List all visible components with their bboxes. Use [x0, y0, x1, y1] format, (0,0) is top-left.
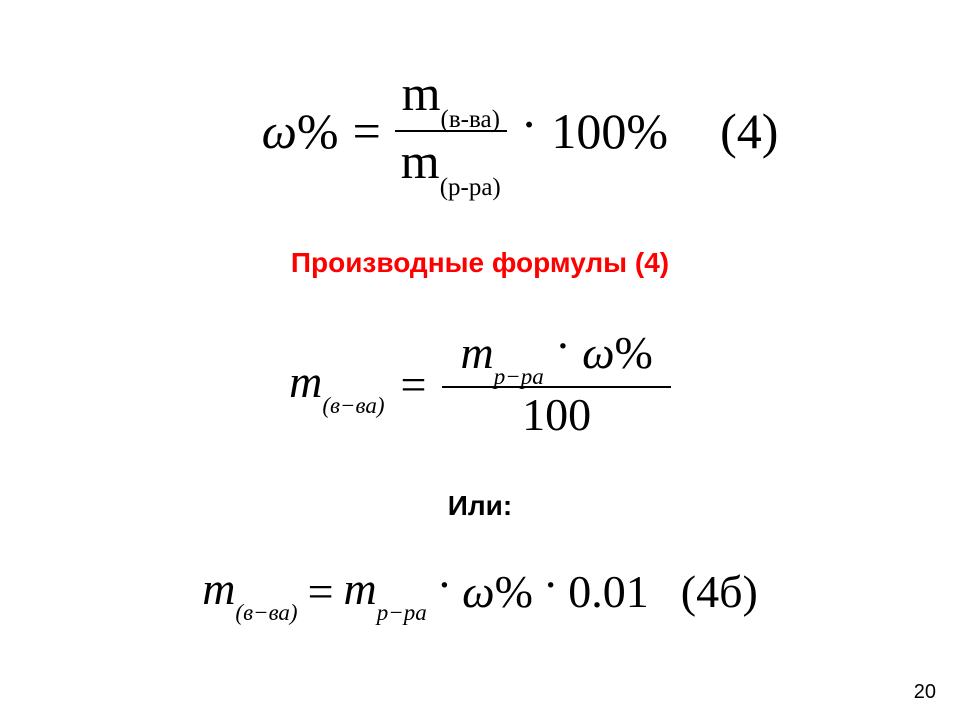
lhs-subscript: (в−ва) — [235, 600, 297, 625]
percent-sign: % — [615, 327, 653, 378]
page-number: 20 — [914, 681, 936, 704]
fraction-bar — [442, 386, 670, 388]
rhs-m: m — [344, 563, 377, 614]
derived-formulas-heading: Производные формулы (4) — [0, 247, 960, 279]
omega-symbol: ω — [262, 103, 297, 159]
formula-label: (4б) — [681, 565, 758, 618]
lhs-m: m — [289, 356, 322, 407]
denominator-subscript: (р-ра) — [440, 174, 501, 201]
numerator-m: m — [460, 327, 493, 378]
numerator-m: m — [402, 65, 441, 121]
multiply-dot: · — [543, 558, 558, 611]
or-label: Или: — [0, 490, 960, 522]
fraction: m(в-ва) m(р-ра) — [395, 68, 507, 194]
percent-sign: % — [495, 566, 533, 617]
hundred-percent: 100% — [551, 102, 668, 160]
lhs-m: m — [202, 563, 235, 614]
numerator-subscript: (в-ва) — [441, 106, 500, 133]
rhs-subscript: р−ра — [377, 600, 427, 625]
constant: 0.01 — [568, 565, 649, 618]
slide: ω% = m(в-ва) m(р-ра) ·100% (4) Производн… — [0, 0, 960, 720]
equals-sign: = — [308, 565, 334, 618]
fraction: mр−ра · ω% 100 — [442, 330, 670, 438]
denominator-m: m — [401, 133, 440, 189]
multiply-dot: · — [521, 95, 538, 153]
formula-4a: m(в−ва) = mр−ра · ω% 100 — [0, 330, 960, 438]
multiply-dot: · — [555, 320, 570, 371]
formula-label: (4) — [720, 102, 778, 160]
omega-symbol: ω — [582, 327, 614, 378]
numerator-subscript: р−ра — [494, 364, 544, 389]
denominator: 100 — [504, 392, 609, 438]
formula-4: ω% = m(в-ва) m(р-ра) ·100% (4) — [0, 68, 960, 194]
omega-symbol: ω — [462, 566, 494, 617]
percent-sign: % — [297, 103, 339, 159]
formula-4b: m(в−ва) = mр−ра · ω% · 0.01 (4б) — [0, 562, 960, 620]
multiply-dot: · — [437, 558, 452, 611]
lhs-subscript: (в−ва) — [322, 393, 384, 418]
equals-sign: = — [401, 358, 427, 411]
equals-sign: = — [353, 102, 381, 160]
